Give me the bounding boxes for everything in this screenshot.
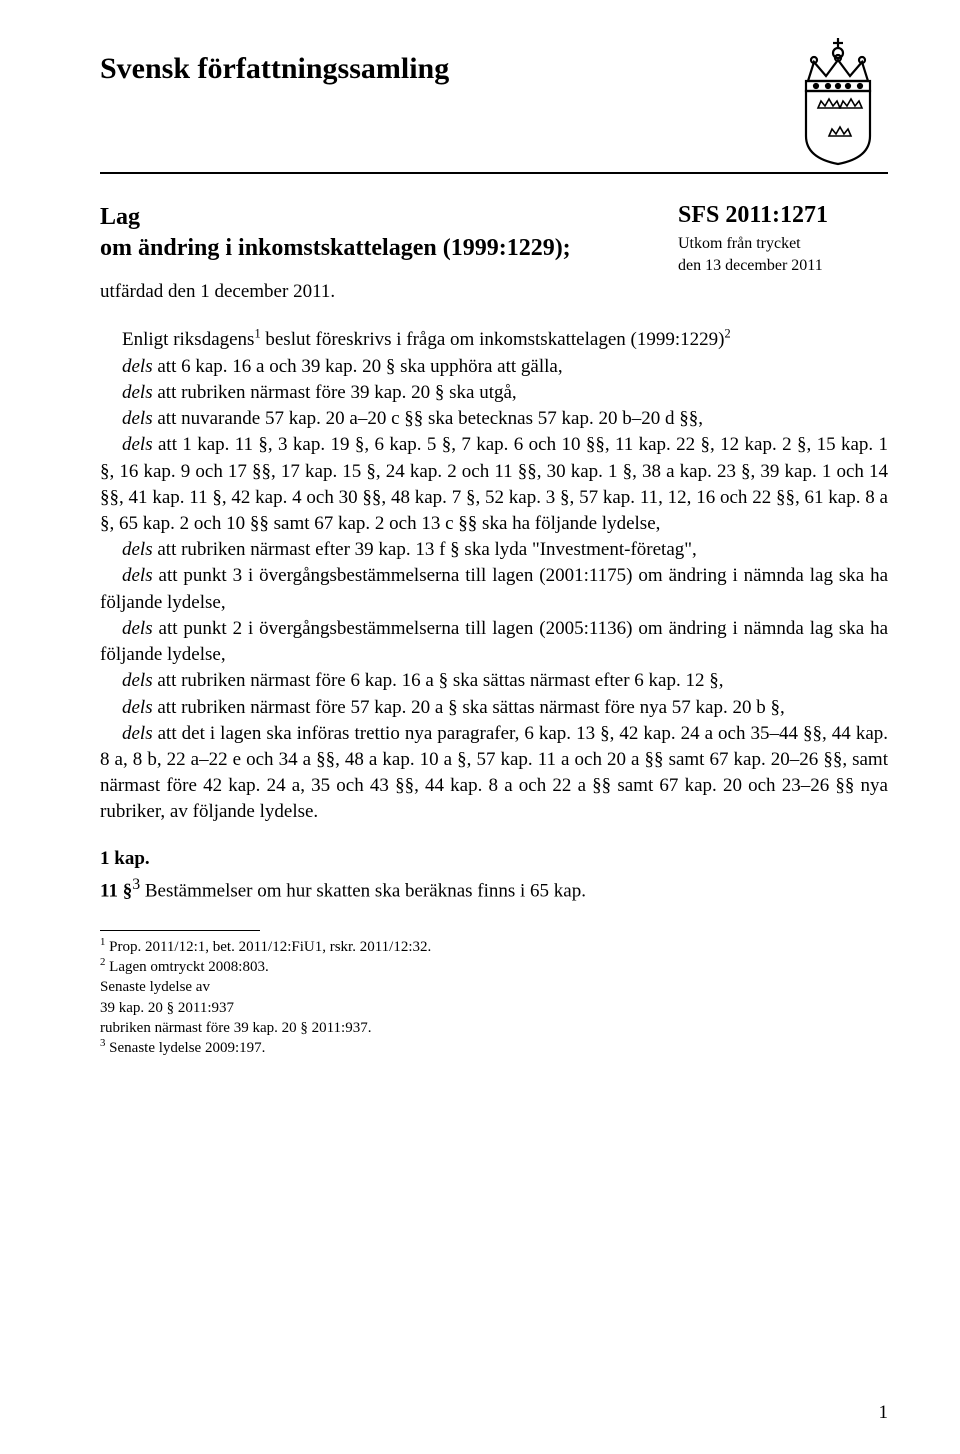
footnote-extra-1: Senaste lydelse av [100,977,888,997]
header-rule [100,172,888,174]
meta-row: Lag om ändring i inkomstskattelagen (199… [100,202,888,327]
section-number: 11 § [100,880,132,901]
intro-a: Enligt riksdagens [122,329,254,350]
footnote-extra-2: 39 kap. 20 § 2011:937 [100,998,888,1018]
dels-9: dels [122,697,153,718]
issued-date: utfärdad den 1 december 2011. [100,281,650,303]
sfs-sub-line1: Utkom från trycket [678,235,801,252]
body-paragraph: Enligt riksdagens1 beslut föreskrivs i f… [100,327,888,825]
sfs-number: SFS 2011:1271 [678,202,888,229]
chapter-heading: 1 kap. [100,848,888,870]
section-line: 11 §3 Bestämmelser om hur skatten ska be… [100,876,888,902]
collection-title: Svensk författningssamling [100,36,449,88]
section-text: Bestämmelser om hur skatten ska beräknas… [140,880,586,901]
footnote-rule [100,930,260,931]
dels-7-text: att punkt 2 i övergångsbestämmelserna ti… [100,618,888,665]
law-block: Lag om ändring i inkomstskattelagen (199… [100,202,650,327]
intro-b: beslut föreskrivs i fråga om inkomstskat… [261,329,725,350]
dels-10-text: att det i lagen ska införas trettio nya … [100,723,888,823]
dels-8: dels [122,670,153,691]
dels-6: dels [122,565,153,586]
sfs-sub: Utkom från trycket den 13 december 2011 [678,233,888,276]
header-row: Svensk författningssamling [100,36,888,166]
footnote-2: Lagen omtryckt 2008:803. [105,959,268,975]
dels-5-text: att rubriken närmast efter 39 kap. 13 f … [153,539,697,560]
dels-6-text: att punkt 3 i övergångsbestämmelserna ti… [100,565,888,612]
footnote-extra-3: rubriken närmast före 39 kap. 20 § 2011:… [100,1018,888,1038]
dels-1: dels [122,356,153,377]
dels-9-text: att rubriken närmast före 57 kap. 20 a §… [153,697,785,718]
dels-7: dels [122,618,153,639]
dels-4-text: att 1 kap. 11 §, 3 kap. 19 §, 6 kap. 5 §… [100,434,888,534]
dels-4: dels [122,434,153,455]
footnote-3: Senaste lydelse 2009:197. [105,1040,265,1056]
dels-2: dels [122,382,153,403]
law-title-line2: om ändring i inkomstskattelagen (1999:12… [100,235,571,261]
footnotes: 1 Prop. 2011/12:1, bet. 2011/12:FiU1, rs… [100,937,888,1059]
dels-10: dels [122,723,153,744]
page-number: 1 [879,1402,889,1424]
dels-3: dels [122,408,153,429]
document-page: Svensk författningssamling [0,0,960,1454]
footnote-ref-2: 2 [724,327,730,341]
sfs-sub-line2: den 13 december 2011 [678,257,823,274]
dels-3-text: att nuvarande 57 kap. 20 a–20 c §§ ska b… [153,408,703,429]
law-title: Lag om ändring i inkomstskattelagen (199… [100,202,650,263]
dels-8-text: att rubriken närmast före 6 kap. 16 a § … [153,670,724,691]
footnote-1: Prop. 2011/12:1, bet. 2011/12:FiU1, rskr… [105,939,431,955]
law-title-line1: Lag [100,204,140,230]
sfs-block: SFS 2011:1271 Utkom från trycket den 13 … [678,202,888,276]
dels-5: dels [122,539,153,560]
dels-1-text: att 6 kap. 16 a och 39 kap. 20 § ska upp… [153,356,563,377]
tre-kronor-logo [788,36,888,166]
dels-2-text: att rubriken närmast före 39 kap. 20 § s… [153,382,517,403]
footnote-ref-3: 3 [132,876,140,893]
